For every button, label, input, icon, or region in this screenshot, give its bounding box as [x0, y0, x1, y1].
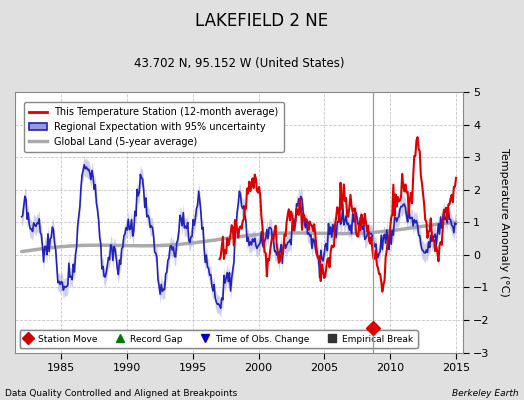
- Y-axis label: Temperature Anomaly (°C): Temperature Anomaly (°C): [499, 148, 509, 297]
- Legend: Station Move, Record Gap, Time of Obs. Change, Empirical Break: Station Move, Record Gap, Time of Obs. C…: [19, 330, 418, 348]
- Text: LAKEFIELD 2 NE: LAKEFIELD 2 NE: [195, 12, 329, 30]
- Text: Data Quality Controlled and Aligned at Breakpoints: Data Quality Controlled and Aligned at B…: [5, 389, 237, 398]
- Title: 43.702 N, 95.152 W (United States): 43.702 N, 95.152 W (United States): [134, 57, 344, 70]
- Text: Berkeley Earth: Berkeley Earth: [452, 389, 519, 398]
